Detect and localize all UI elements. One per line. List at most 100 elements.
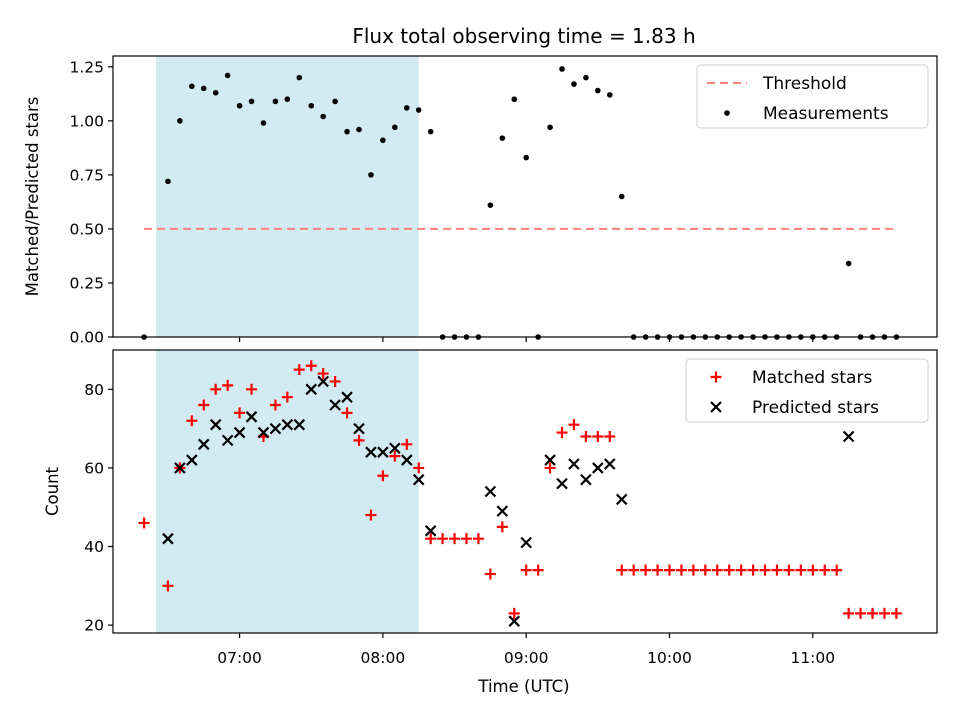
matched-point — [305, 360, 317, 372]
y-tick-label: 80 — [84, 381, 104, 399]
predicted-point — [568, 458, 580, 470]
matched-point — [699, 564, 711, 576]
measurement-point — [571, 81, 577, 87]
predicted-point — [604, 458, 616, 470]
matched-point — [234, 407, 246, 419]
matched-point — [759, 564, 771, 576]
measurement-point — [499, 135, 506, 141]
y-tick-label: 60 — [84, 459, 104, 477]
measurement-point — [845, 260, 852, 267]
measurement-point — [320, 113, 326, 120]
predicted-point — [412, 473, 425, 486]
matched-point — [389, 450, 401, 462]
x-tick-label: 07:00 — [217, 649, 262, 667]
measurement-point — [547, 124, 553, 131]
measurement-point — [583, 74, 589, 81]
measurement-point — [344, 128, 350, 135]
legend-measurement-swatch — [724, 110, 730, 116]
observing-span — [155, 56, 419, 337]
legend-label: Threshold — [762, 74, 847, 94]
matched-point — [496, 521, 508, 533]
matched-point — [329, 375, 341, 387]
measurement-point — [236, 102, 243, 109]
x-tick-label: 09:00 — [504, 649, 549, 667]
measurement-point — [260, 120, 267, 126]
measurement-point — [487, 202, 494, 208]
measurement-point — [308, 102, 315, 109]
matched-point — [246, 383, 258, 395]
matched-point — [532, 564, 544, 576]
matched-point — [365, 509, 377, 521]
axes-frame — [112, 55, 938, 338]
predicted-point — [245, 411, 258, 423]
measurement-point — [284, 96, 291, 103]
measurement-point — [523, 154, 529, 161]
measurement-point — [248, 98, 255, 105]
matched-point — [353, 434, 365, 446]
predicted-point — [365, 446, 377, 458]
y-tick-label: 0.75 — [69, 166, 104, 184]
legend-box — [685, 358, 929, 423]
predicted-point — [281, 418, 294, 431]
measurement-point — [380, 137, 386, 144]
predicted-point — [544, 454, 556, 466]
y-tick-label: 20 — [84, 617, 104, 635]
measurement-point — [595, 87, 601, 94]
matched-point — [568, 419, 580, 431]
measurement-point — [415, 107, 422, 113]
matched-point — [783, 564, 795, 576]
predicted-point — [221, 434, 234, 447]
predicted-point — [197, 438, 210, 451]
matched-point — [640, 564, 652, 576]
predicted-point — [186, 454, 198, 466]
measurement-point — [511, 96, 518, 103]
matched-point — [460, 533, 472, 545]
x-axis-label: Time (UTC) — [477, 677, 569, 696]
matched-point — [317, 368, 329, 380]
y-tick-label: 40 — [84, 538, 104, 556]
predicted-point — [508, 615, 521, 627]
y-tick-label: 0.00 — [69, 329, 104, 347]
matched-point — [425, 533, 437, 545]
matched-point — [747, 564, 759, 576]
predicted-point — [162, 532, 174, 545]
matched-point — [449, 533, 461, 545]
predicted-point — [389, 442, 401, 455]
predicted-point — [615, 493, 628, 506]
measurement-point — [296, 74, 303, 81]
predicted-point — [496, 505, 509, 517]
top-panel: 0.00 0.25 0.50 0.75 1.00 1.25 Matched/Predicte… — [23, 55, 938, 347]
predicted-point — [484, 485, 497, 498]
matched-point — [663, 564, 675, 576]
measurement-point — [559, 66, 565, 72]
predicted-point — [424, 525, 437, 537]
matched-point — [867, 607, 879, 619]
matched-point — [771, 564, 783, 576]
predicted-point — [233, 426, 246, 439]
predicted-point — [269, 422, 282, 435]
matched-point — [437, 533, 449, 545]
matched-point — [819, 564, 831, 576]
predicted-point — [209, 418, 222, 431]
measurement-point — [200, 85, 207, 92]
legend-label: Matched stars — [752, 368, 872, 388]
measurement-point — [332, 98, 338, 105]
matched-point — [604, 430, 616, 442]
axes-frame — [112, 349, 938, 634]
measurement-point — [618, 193, 625, 200]
matched-point — [269, 399, 281, 411]
y-tick-label: 1.00 — [69, 112, 104, 130]
predicted-point — [377, 446, 389, 458]
predicted-point — [329, 399, 341, 411]
measurement-point — [356, 126, 362, 133]
measurement-point — [368, 172, 374, 178]
matched-point — [616, 564, 628, 576]
matched-point — [723, 564, 735, 576]
x-tick-label: 11:00 — [790, 649, 835, 667]
measurement-point — [177, 118, 183, 124]
predicted-point — [293, 418, 306, 431]
matched-point — [675, 564, 687, 576]
legend-box — [696, 64, 929, 129]
predicted-point — [341, 391, 353, 403]
